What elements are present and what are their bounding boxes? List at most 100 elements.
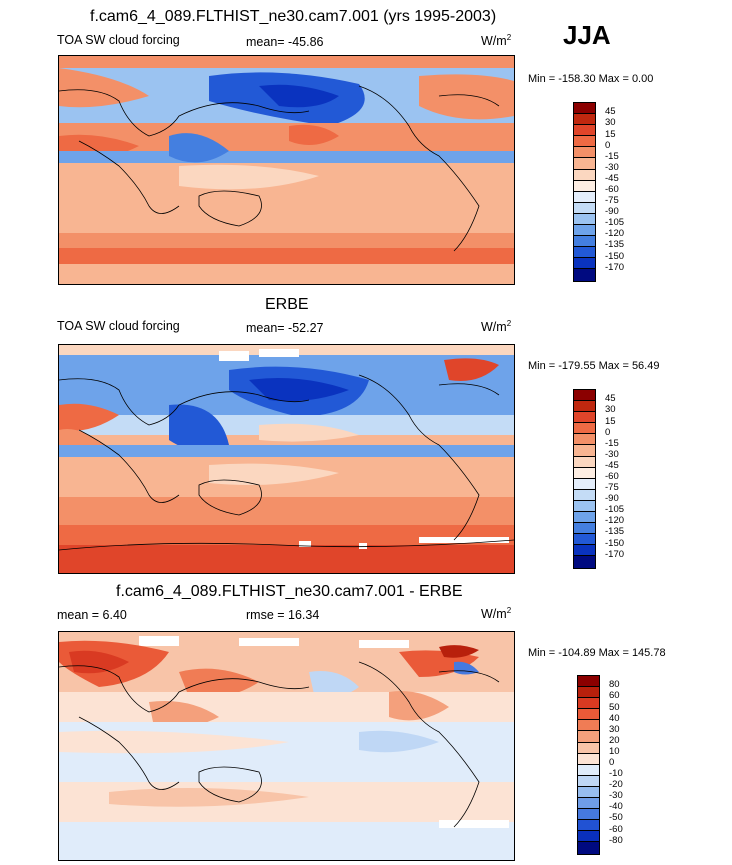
map-model-field xyxy=(59,56,514,284)
colorbar-obs-tick: -45 xyxy=(605,460,619,471)
colorbar-model-tick: 45 xyxy=(605,106,616,117)
colorbar-diff-swatch xyxy=(578,720,599,732)
panel-diff-title: f.cam6_4_089.FLTHIST_ne30.cam7.001 - ERB… xyxy=(116,583,463,600)
colorbar-model-tick: -75 xyxy=(605,195,619,206)
colorbar-obs-tick: -120 xyxy=(605,515,625,526)
colorbar-obs-tick: -135 xyxy=(605,526,625,537)
map-model xyxy=(58,55,515,285)
colorbar-diff-tick: 60 xyxy=(609,690,620,701)
colorbar-diff-swatch xyxy=(578,809,599,821)
colorbar-obs-tick: 30 xyxy=(605,404,616,415)
colorbar-diff-swatch xyxy=(578,698,599,710)
colorbar-obs-swatch xyxy=(574,390,595,402)
colorbar-model-swatch xyxy=(574,180,595,192)
colorbar-model-swatch xyxy=(574,125,595,137)
colorbar-obs-swatch xyxy=(574,401,595,413)
colorbar-obs-swatch xyxy=(574,478,595,490)
colorbar-model-swatch xyxy=(574,136,595,148)
colorbar-obs-swatch xyxy=(574,500,595,513)
colorbar-obs-tick: 15 xyxy=(605,416,616,427)
colorbar-diff-swatch xyxy=(578,798,599,810)
map-obs xyxy=(58,344,515,574)
colorbar-obs xyxy=(573,389,596,569)
colorbar-diff-tick: -30 xyxy=(609,790,623,801)
panel-diff-mean-label: mean = 6.40 xyxy=(57,608,127,622)
panel-model-minmax: Min = -158.30 Max = 0.00 xyxy=(528,73,654,85)
colorbar-model-swatch xyxy=(574,169,595,181)
colorbar-diff-swatch xyxy=(578,753,599,765)
colorbar-diff-tick: 0 xyxy=(609,757,615,768)
colorbar-model-swatch xyxy=(574,258,595,270)
panel-model-variable-label: TOA SW cloud forcing xyxy=(57,33,180,47)
colorbar-obs-swatch xyxy=(574,534,595,546)
colorbar-model-tick: -120 xyxy=(605,228,625,239)
colorbar-diff-tick: 20 xyxy=(609,735,620,746)
colorbar-diff-tick: -80 xyxy=(609,835,623,846)
panel-obs-variable-label: TOA SW cloud forcing xyxy=(57,319,180,333)
colorbar-diff-tick: -20 xyxy=(609,779,623,790)
colorbar-model-swatch xyxy=(574,213,595,226)
colorbar-obs-swatch xyxy=(574,445,595,457)
colorbar-diff-swatch xyxy=(578,676,599,688)
colorbar-model-tick: -150 xyxy=(605,251,625,262)
colorbar-model-swatch xyxy=(574,225,595,237)
colorbar-model xyxy=(573,102,596,282)
colorbar-obs-tick: -150 xyxy=(605,538,625,549)
colorbar-diff-tick: 80 xyxy=(609,679,620,690)
colorbar-diff-tick: 10 xyxy=(609,746,620,757)
colorbar-obs-tick: -15 xyxy=(605,438,619,449)
colorbar-model-swatch xyxy=(574,236,595,248)
colorbar-obs-tick: -60 xyxy=(605,471,619,482)
panel-obs-title: ERBE xyxy=(265,296,309,313)
colorbar-diff xyxy=(577,675,600,855)
colorbar-obs-swatch xyxy=(574,523,595,535)
panel-diff-minmax: Min = -104.89 Max = 145.78 xyxy=(528,647,666,659)
colorbar-model-tick: 15 xyxy=(605,129,616,140)
panel-obs-mean-label: mean= -52.27 xyxy=(246,321,324,335)
colorbar-obs-tick: -105 xyxy=(605,504,625,515)
colorbar-model-swatch xyxy=(574,202,595,214)
colorbar-obs-tick: 0 xyxy=(605,427,611,438)
colorbar-obs-tick: -30 xyxy=(605,449,619,460)
colorbar-model-tick: -170 xyxy=(605,262,625,273)
map-obs-field xyxy=(59,345,514,573)
colorbar-obs-swatch xyxy=(574,512,595,524)
colorbar-model-tick: -45 xyxy=(605,173,619,184)
colorbar-model-tick: -105 xyxy=(605,217,625,228)
colorbar-obs-swatch xyxy=(574,467,595,479)
colorbar-diff-swatch xyxy=(578,786,599,799)
colorbar-model-tick: -15 xyxy=(605,151,619,162)
colorbar-model-swatch xyxy=(574,147,595,159)
colorbar-diff-swatch xyxy=(578,842,599,854)
colorbar-diff-tick: -40 xyxy=(609,801,623,812)
figure-title: f.cam6_4_089.FLTHIST_ne30.cam7.001 (yrs … xyxy=(90,8,497,25)
colorbar-model-swatch xyxy=(574,247,595,259)
colorbar-model-swatch xyxy=(574,158,595,170)
colorbar-diff-swatch xyxy=(578,742,599,754)
panel-model-units: W/m2 xyxy=(481,33,512,48)
colorbar-diff-tick: 40 xyxy=(609,713,620,724)
colorbar-diff-swatch xyxy=(578,831,599,843)
season-label: JJA xyxy=(563,20,611,50)
colorbar-diff-swatch xyxy=(578,687,599,699)
colorbar-obs-tick: 45 xyxy=(605,393,616,404)
colorbar-obs-tick: -75 xyxy=(605,482,619,493)
panel-diff-rmse-label: rmse = 16.34 xyxy=(246,608,320,622)
colorbar-obs-swatch xyxy=(574,423,595,435)
colorbar-obs-swatch xyxy=(574,412,595,424)
colorbar-diff-swatch xyxy=(578,820,599,832)
colorbar-obs-swatch xyxy=(574,434,595,446)
colorbar-model-tick: 0 xyxy=(605,140,611,151)
panel-diff-units: W/m2 xyxy=(481,606,512,621)
panel-model-mean-label: mean= -45.86 xyxy=(246,35,324,49)
colorbar-diff-tick: 30 xyxy=(609,724,620,735)
colorbar-diff-tick: -10 xyxy=(609,768,623,779)
colorbar-diff-swatch xyxy=(578,709,599,721)
colorbar-model-tick: 30 xyxy=(605,117,616,128)
colorbar-model-tick: -90 xyxy=(605,206,619,217)
colorbar-model-tick: -60 xyxy=(605,184,619,195)
colorbar-model-swatch xyxy=(574,269,595,281)
colorbar-diff-tick: -50 xyxy=(609,812,623,823)
colorbar-diff-swatch xyxy=(578,775,599,787)
map-diff xyxy=(58,631,515,861)
